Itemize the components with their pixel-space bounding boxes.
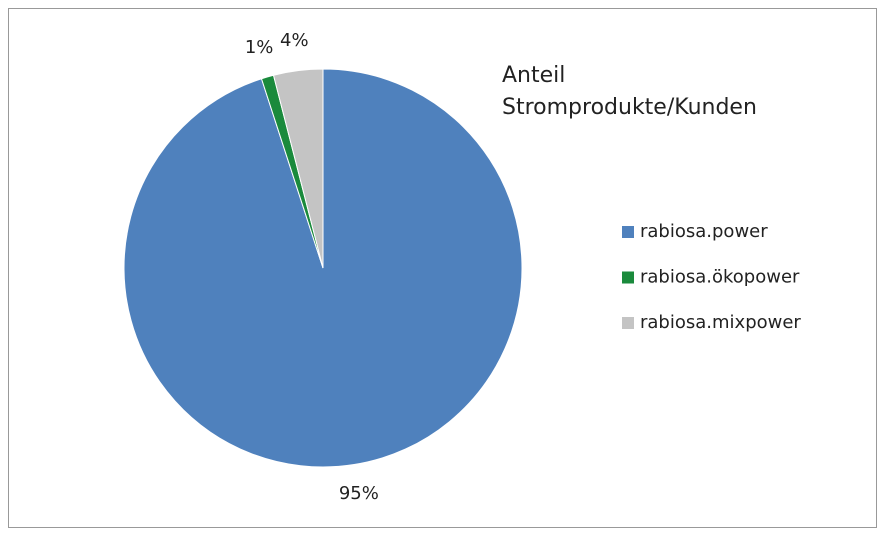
data-label: 95% <box>339 483 379 504</box>
legend-label: rabiosa.ökopower <box>640 267 800 288</box>
legend-swatch <box>622 317 634 329</box>
data-label: 4% <box>280 30 309 51</box>
pie-slice <box>272 68 324 269</box>
legend-swatch <box>622 271 634 284</box>
legend-label: rabiosa.mixpower <box>640 312 801 333</box>
chart-title: Anteil Stromprodukte/Kunden <box>502 63 757 120</box>
legend-swatch <box>622 226 634 238</box>
data-label: 1% <box>245 37 274 58</box>
legend-label: rabiosa.power <box>640 221 768 242</box>
